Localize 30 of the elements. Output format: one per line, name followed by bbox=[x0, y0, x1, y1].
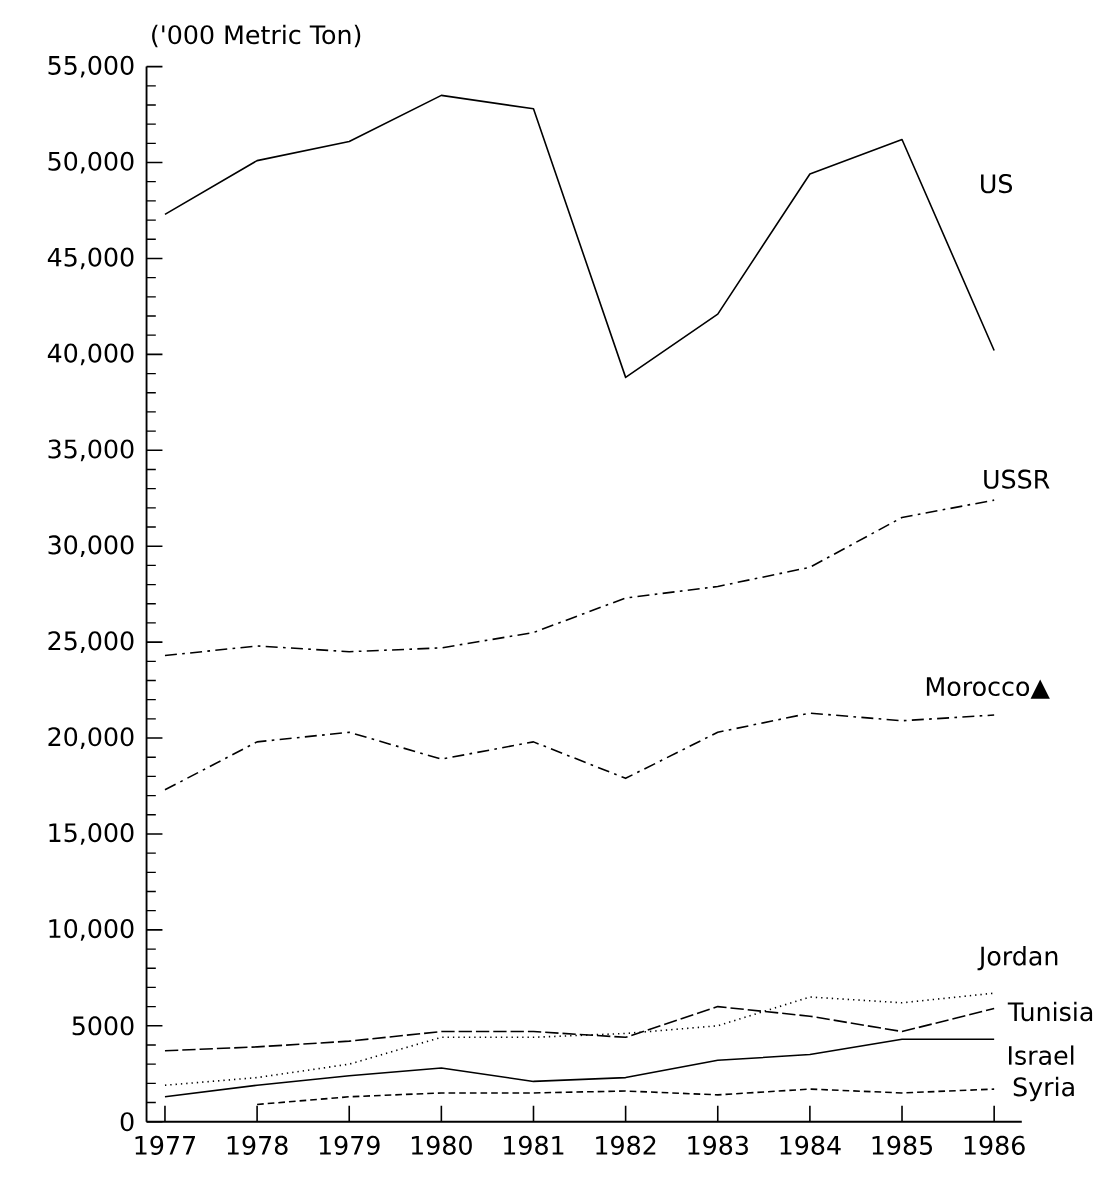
x-tick-label: 1986 bbox=[964, 1135, 1025, 1155]
y-tick-label: 40,000 bbox=[47, 343, 134, 366]
y-tick-label: 25,000 bbox=[48, 631, 134, 653]
series-label: Morocco▲ bbox=[927, 677, 1050, 699]
series-label: Syria bbox=[1013, 1076, 1074, 1102]
x-tick-label: 1984 bbox=[780, 1135, 841, 1155]
y-tick-label: 45,000 bbox=[47, 247, 134, 270]
y-axis-title: ('000 Metric Ton) bbox=[152, 24, 361, 48]
y-tick-label: 55,000 bbox=[48, 55, 134, 78]
series-label: Jordan bbox=[977, 946, 1058, 971]
y-tick-label: 20,000 bbox=[48, 727, 134, 749]
y-tick-label: 50,000 bbox=[48, 151, 134, 174]
x-tick-label: 1979 bbox=[319, 1135, 380, 1155]
x-tick-label: 1985 bbox=[872, 1135, 933, 1155]
series-label: Tunisia bbox=[1007, 1001, 1093, 1022]
text: US bbox=[981, 174, 1013, 194]
x-tick-label: 1980 bbox=[412, 1135, 472, 1155]
x-tick-label: 1981 bbox=[504, 1135, 564, 1155]
x-tick-label: 1978 bbox=[227, 1135, 288, 1155]
y-tick-label: 0 bbox=[120, 1112, 134, 1132]
y-tick-label: 35,000 bbox=[48, 439, 134, 462]
y-tick-label: 5000 bbox=[72, 1016, 134, 1036]
y-tick-label: 10,000 bbox=[49, 919, 134, 941]
series-label: Israel bbox=[1009, 1045, 1074, 1065]
y-tick-label: 15,000 bbox=[49, 823, 134, 845]
y-tick-label: 30,000 bbox=[48, 535, 134, 558]
x-tick-label: 1983 bbox=[688, 1135, 749, 1155]
series-label: USSR bbox=[984, 469, 1050, 489]
x-tick-label: 1977 bbox=[135, 1135, 196, 1155]
x-tick-label: 1982 bbox=[596, 1135, 656, 1155]
